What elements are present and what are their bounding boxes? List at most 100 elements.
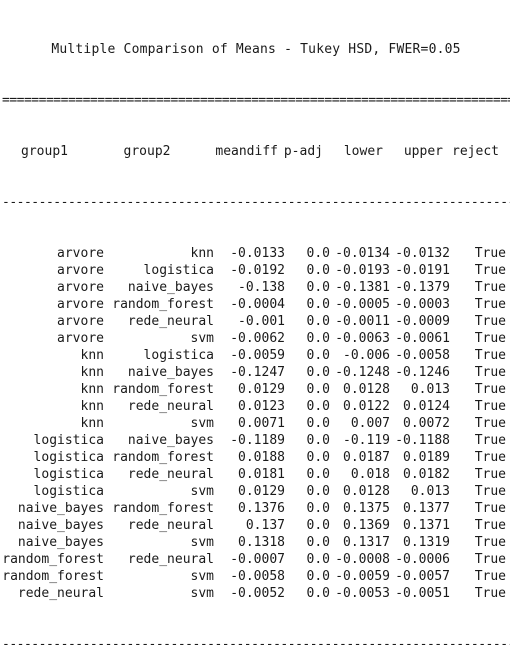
header-upper: upper bbox=[403, 144, 443, 159]
cell-reject: True bbox=[474, 569, 506, 584]
cell-meandiff: -0.001 bbox=[238, 314, 285, 329]
cell-group1: knn bbox=[80, 348, 104, 363]
table-row: naive_bayes svm 0.1318 0.0 0.1317 0.1319 True bbox=[2, 534, 510, 551]
cell-lower: -0.006 bbox=[343, 348, 390, 363]
cell-meandiff: 0.0123 bbox=[238, 399, 285, 414]
cell-reject: True bbox=[474, 280, 506, 295]
cell-upper: -0.0006 bbox=[395, 552, 450, 567]
cell-upper: 0.013 bbox=[410, 484, 450, 499]
cell-meandiff: 0.137 bbox=[245, 518, 285, 533]
cell-group2: random_forest bbox=[112, 501, 214, 516]
cell-meandiff: 0.1376 bbox=[238, 501, 285, 516]
cell-upper: -0.0003 bbox=[395, 297, 450, 312]
table-row: logistica naive_bayes -0.1189 0.0 -0.119 -0.1… bbox=[2, 432, 510, 449]
cell-lower: 0.018 bbox=[350, 467, 390, 482]
cell-group2: svm bbox=[190, 416, 214, 431]
table-row: logistica svm 0.0129 0.0 0.0128 0.013 True bbox=[2, 483, 510, 500]
cell-meandiff: -0.1247 bbox=[230, 365, 285, 380]
cell-group2: svm bbox=[190, 586, 214, 601]
table-row: arvore knn -0.0133 0.0 -0.0134 -0.0132 True bbox=[2, 245, 510, 262]
cell-reject: True bbox=[474, 365, 506, 380]
cell-reject: True bbox=[474, 484, 506, 499]
cell-lower: -0.0005 bbox=[335, 297, 390, 312]
cell-upper: -0.0132 bbox=[395, 246, 450, 261]
cell-group1: knn bbox=[80, 399, 104, 414]
cell-lower: -0.119 bbox=[343, 433, 390, 448]
dashed-rule-mid: ----------------------------------------… bbox=[2, 195, 510, 210]
cell-group2: rede_neural bbox=[127, 314, 214, 329]
cell-upper: 0.1319 bbox=[403, 535, 450, 550]
cell-reject: True bbox=[474, 331, 506, 346]
cell-upper: 0.0189 bbox=[403, 450, 450, 465]
cell-p-adj: 0.0 bbox=[306, 416, 330, 431]
cell-group1: random_forest bbox=[2, 569, 104, 584]
cell-group1: knn bbox=[80, 382, 104, 397]
cell-group2: rede_neural bbox=[127, 399, 214, 414]
cell-group1: arvore bbox=[57, 297, 104, 312]
cell-lower: -0.0193 bbox=[335, 263, 390, 278]
cell-upper: -0.0051 bbox=[395, 586, 450, 601]
cell-p-adj: 0.0 bbox=[306, 246, 330, 261]
cell-group2: knn bbox=[190, 246, 214, 261]
cell-upper: -0.0061 bbox=[395, 331, 450, 346]
cell-lower: 0.1375 bbox=[343, 501, 390, 516]
cell-group1: arvore bbox=[57, 331, 104, 346]
cell-reject: True bbox=[474, 552, 506, 567]
header-lower: lower bbox=[343, 144, 383, 159]
cell-meandiff: -0.0052 bbox=[230, 586, 285, 601]
header-reject: reject bbox=[452, 144, 499, 159]
table-row: arvore logistica -0.0192 0.0 -0.0193 -0.0191 T… bbox=[2, 262, 510, 279]
cell-group2: svm bbox=[190, 569, 214, 584]
table-row: knn naive_bayes -0.1247 0.0 -0.1248 -0.1246 Tr… bbox=[2, 364, 510, 381]
header-p-adj: p-adj bbox=[283, 144, 323, 159]
cell-group2: svm bbox=[190, 331, 214, 346]
cell-p-adj: 0.0 bbox=[306, 399, 330, 414]
table-title: Multiple Comparison of Means - Tukey HSD… bbox=[51, 42, 461, 57]
cell-upper: -0.1246 bbox=[395, 365, 450, 380]
cell-p-adj: 0.0 bbox=[306, 535, 330, 550]
cell-group1: naive_bayes bbox=[17, 501, 104, 516]
cell-meandiff: 0.0188 bbox=[238, 450, 285, 465]
cell-group2: logistica bbox=[143, 348, 214, 363]
cell-lower: 0.007 bbox=[350, 416, 390, 431]
table-row: knn logistica -0.0059 0.0 -0.006 -0.0058 True bbox=[2, 347, 510, 364]
cell-p-adj: 0.0 bbox=[306, 484, 330, 499]
cell-lower: -0.0134 bbox=[335, 246, 390, 261]
table-row: naive_bayes rede_neural 0.137 0.0 0.1369 0.13… bbox=[2, 517, 510, 534]
table-row: arvore svm -0.0062 0.0 -0.0063 -0.0061 True bbox=[2, 330, 510, 347]
cell-reject: True bbox=[474, 399, 506, 414]
cell-p-adj: 0.0 bbox=[306, 382, 330, 397]
cell-group2: rede_neural bbox=[127, 518, 214, 533]
cell-reject: True bbox=[474, 535, 506, 550]
cell-group1: arvore bbox=[57, 263, 104, 278]
cell-p-adj: 0.0 bbox=[306, 552, 330, 567]
table-body: arvore knn -0.0133 0.0 -0.0134 -0.0132 True arv… bbox=[2, 245, 510, 602]
cell-lower: -0.1248 bbox=[335, 365, 390, 380]
cell-meandiff: -0.0133 bbox=[230, 246, 285, 261]
cell-group2: rede_neural bbox=[127, 552, 214, 567]
cell-meandiff: 0.0129 bbox=[238, 484, 285, 499]
cell-upper: 0.0124 bbox=[403, 399, 450, 414]
cell-group2: random_forest bbox=[112, 297, 214, 312]
cell-p-adj: 0.0 bbox=[306, 450, 330, 465]
table-row: arvore rede_neural -0.001 0.0 -0.0011 -0.0009… bbox=[2, 313, 510, 330]
cell-group2: logistica bbox=[143, 263, 214, 278]
table-row: random_forest rede_neural -0.0007 0.0 -0.000… bbox=[2, 551, 510, 568]
cell-group2: naive_bayes bbox=[127, 433, 214, 448]
cell-group1: logistica bbox=[33, 484, 104, 499]
cell-group1: knn bbox=[80, 416, 104, 431]
cell-upper: -0.0009 bbox=[395, 314, 450, 329]
cell-group1: logistica bbox=[33, 433, 104, 448]
cell-reject: True bbox=[474, 518, 506, 533]
cell-reject: True bbox=[474, 246, 506, 261]
cell-reject: True bbox=[474, 297, 506, 312]
cell-meandiff: 0.1318 bbox=[238, 535, 285, 550]
cell-group2: naive_bayes bbox=[127, 280, 214, 295]
cell-p-adj: 0.0 bbox=[306, 314, 330, 329]
cell-p-adj: 0.0 bbox=[306, 501, 330, 516]
table-row: random_forest svm -0.0058 0.0 -0.0059 -0.0057… bbox=[2, 568, 510, 585]
cell-group2: rede_neural bbox=[127, 467, 214, 482]
table-row: naive_bayes random_forest 0.1376 0.0 0.1375 0… bbox=[2, 500, 510, 517]
cell-group1: rede_neural bbox=[17, 586, 104, 601]
cell-group1: logistica bbox=[33, 467, 104, 482]
